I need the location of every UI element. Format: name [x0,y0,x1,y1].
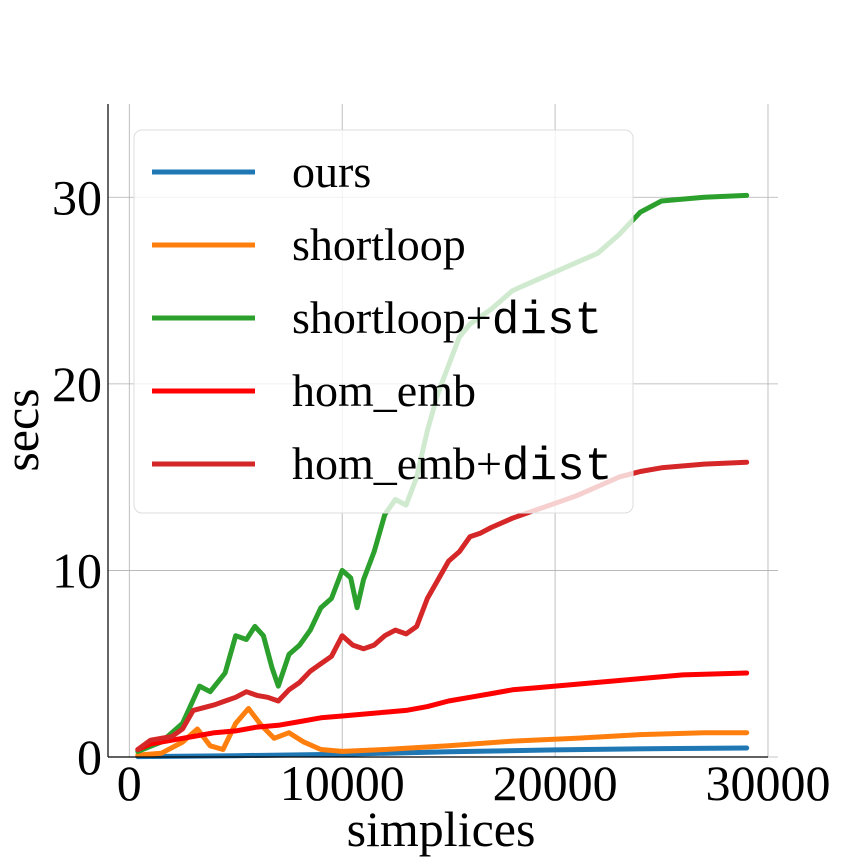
y-tick-label: 0 [77,729,102,785]
x-tick-label: 10000 [280,755,405,811]
legend-entry: shortloop [292,219,466,270]
legend-entry: ours [292,146,371,197]
axes [107,104,768,758]
y-tick-label: 10 [52,542,102,598]
x-tick-label: 30000 [706,755,831,811]
tick-labels: 0 10000 20000 30000 0 10 20 30 [52,169,831,811]
y-axis-label: secs [0,388,49,471]
legend-entry: hom_emb+dist [292,438,612,493]
x-tick-label: 20000 [493,755,618,811]
legend-box [133,129,634,514]
legend: ours shortloop shortloop+dist hom_emb hom_em… [133,129,634,514]
x-axis-label: simplices [347,801,536,857]
y-tick-label: 30 [52,169,102,225]
series-line-hom-emb [135,670,750,752]
legend-entry: hom_emb [292,365,476,416]
y-tick-label: 20 [52,356,102,412]
legend-entry: shortloop+dist [292,292,602,347]
series-line-ours [135,745,750,760]
x-tick-label: 0 [117,755,142,811]
